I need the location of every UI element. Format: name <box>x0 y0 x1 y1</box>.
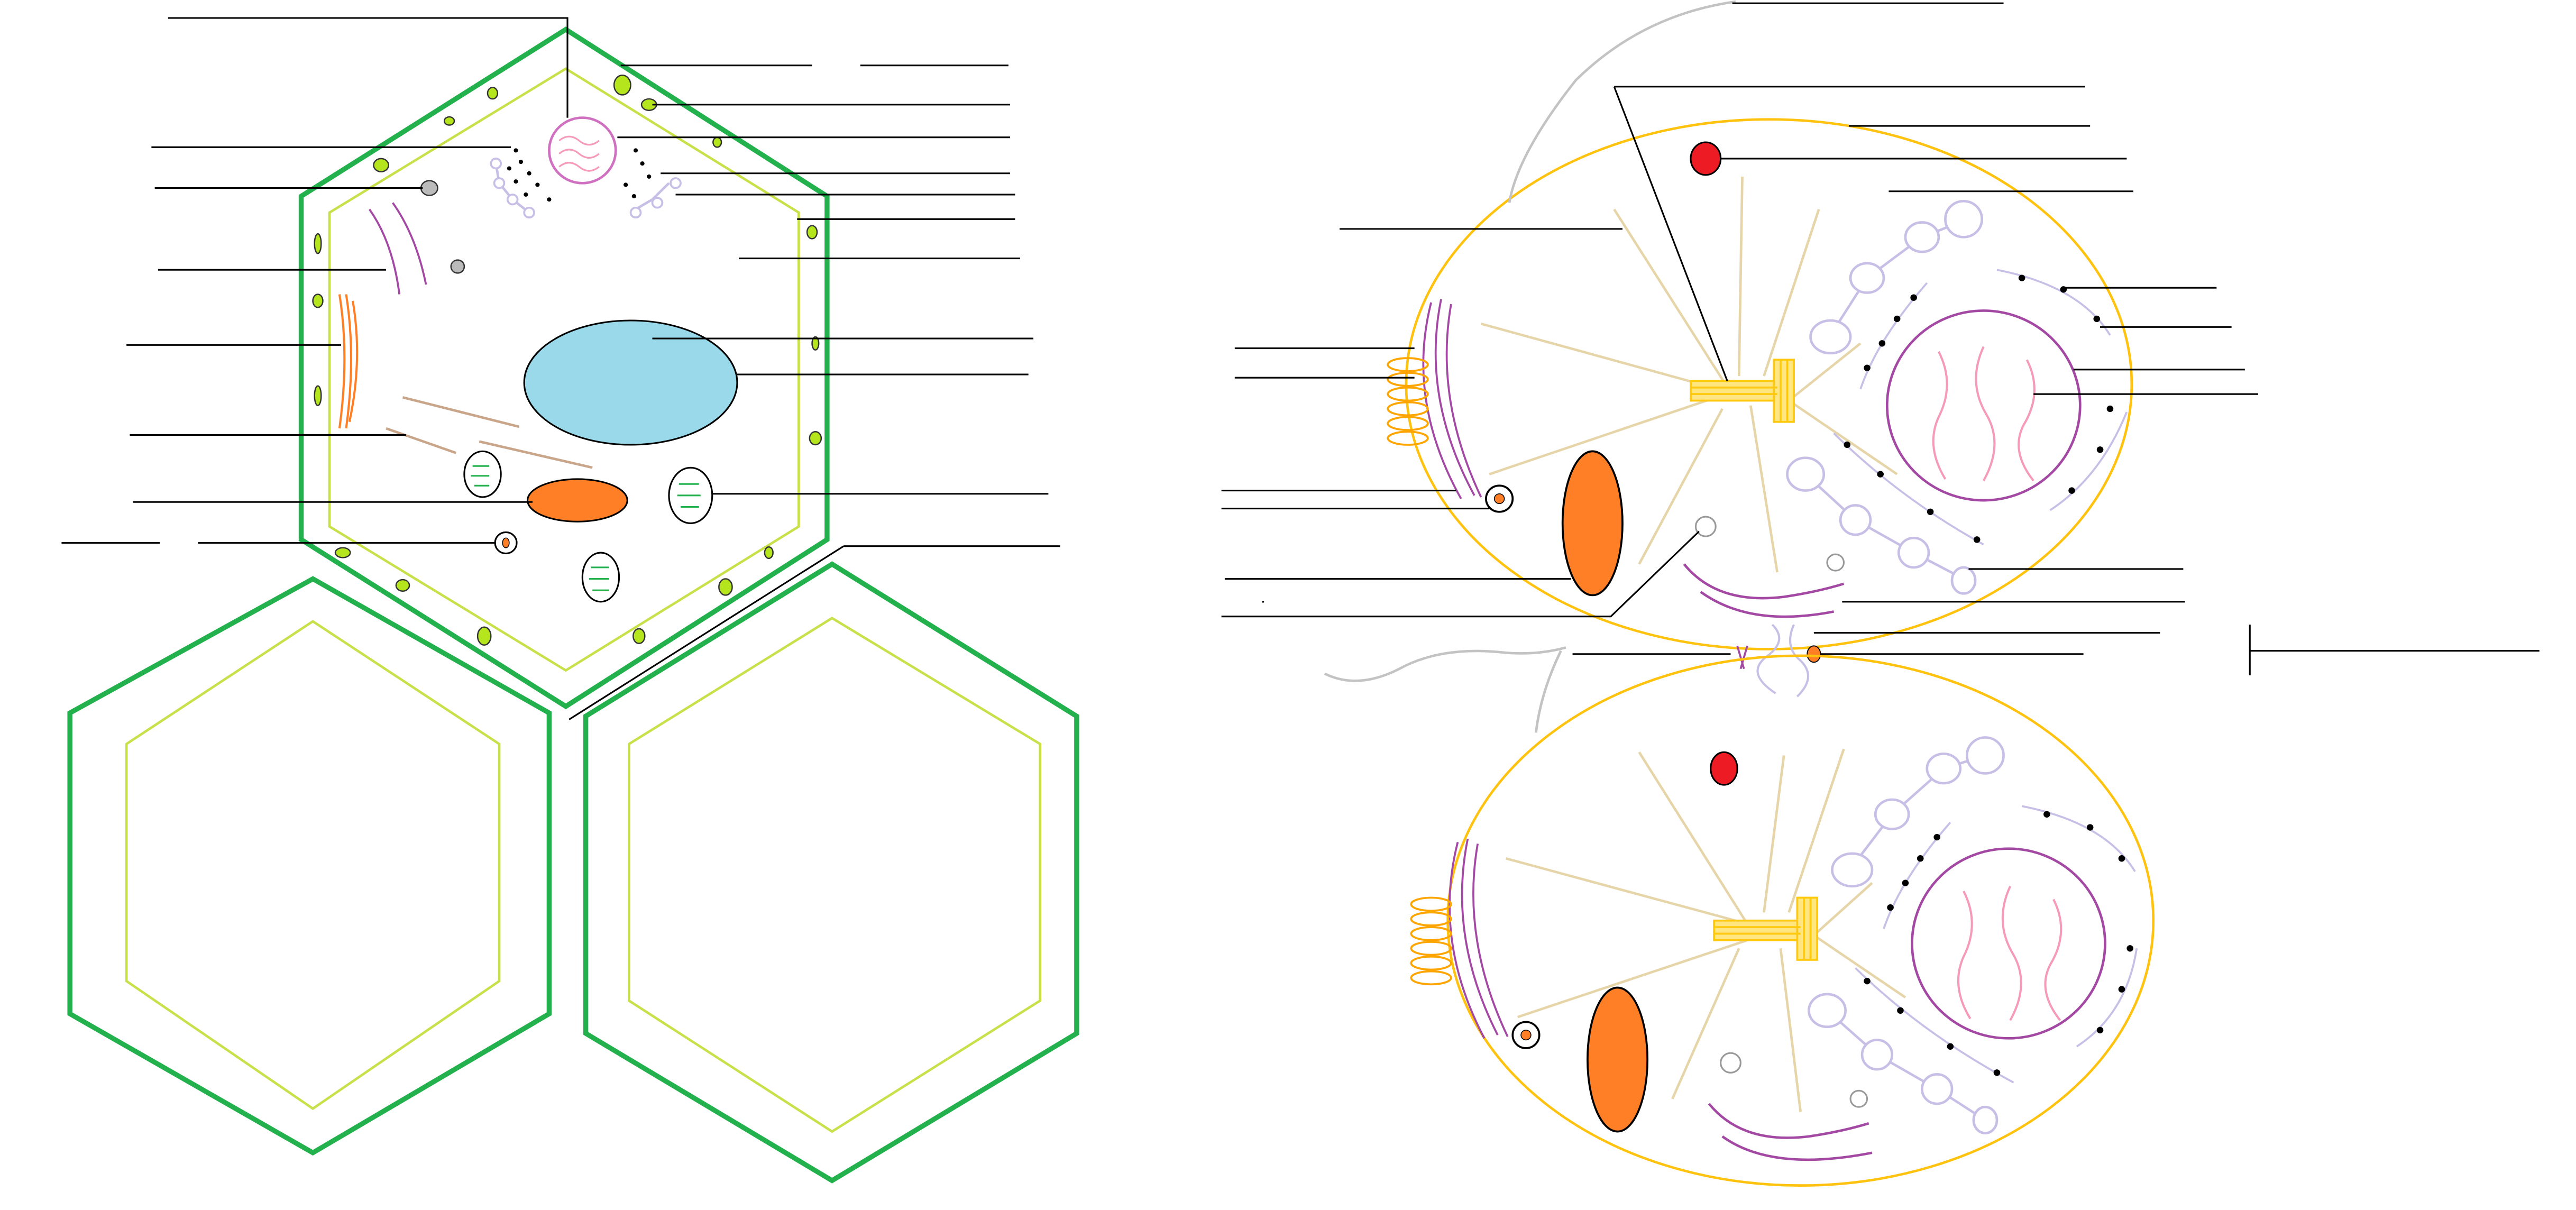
animal-vesicle-top <box>1826 553 1845 572</box>
plant-cell-membrane <box>328 67 800 672</box>
plant-vesicle <box>420 180 438 196</box>
animal-ribosomes-bottom <box>1864 811 2133 1076</box>
animal-cell-membrane-top <box>1405 118 2133 650</box>
animal-leader-lines <box>1221 2 2540 675</box>
plant-chloroplasts <box>312 74 822 646</box>
plant-microtubules <box>386 396 593 469</box>
animal-er-purple-bottom <box>1449 838 1509 1039</box>
plant-cell-membrane-lower-right <box>628 617 1042 1133</box>
animal-rough-er-top <box>1833 269 2128 546</box>
animal-chromatin-top <box>1932 346 2036 482</box>
animal-smooth-er-bottom <box>1708 1103 1873 1161</box>
plant-golgi-vesicles <box>490 158 682 219</box>
animal-golgi-top <box>1786 199 1984 595</box>
animal-cell-junction <box>1736 624 1821 698</box>
animal-centrosome-top <box>1690 359 1795 423</box>
plant-smooth-er <box>369 202 427 295</box>
plant-golgi <box>494 163 670 214</box>
plant-central-vacuole <box>523 319 738 446</box>
animal-chromatin-bottom <box>1957 885 2062 1021</box>
animal-mitochondrion-bottom <box>1587 986 1649 1133</box>
animal-peroxisome-core-top <box>1493 493 1505 505</box>
animal-mitochondrion-top <box>1561 450 1624 597</box>
plant-cell-group <box>61 17 1079 1184</box>
animal-smooth-er-top <box>1683 563 1845 618</box>
plant-cell-wall <box>298 26 830 710</box>
plant-chloroplast-large <box>463 450 502 498</box>
animal-microvilli-bottom <box>1410 896 1452 986</box>
plant-cell-wall-lower-left <box>67 576 552 1156</box>
animal-cell-outline-connector <box>1508 0 1736 203</box>
animal-lysosome-bottom <box>1710 751 1738 786</box>
plant-mitochondrion <box>526 478 628 522</box>
animal-dot-mark <box>1262 600 1264 603</box>
animal-cell-outline-connector <box>1324 646 1566 733</box>
plant-chromatin <box>558 135 600 172</box>
animal-vesicle-top <box>1694 516 1717 537</box>
animal-lysosome-top <box>1690 141 1722 176</box>
plant-vesicle <box>450 259 465 274</box>
animal-microvilli-top <box>1387 357 1429 446</box>
plant-cytoskeleton <box>338 294 359 429</box>
animal-spindle-bottom <box>1506 748 1906 1112</box>
animal-vesicle-bottom <box>1720 1052 1741 1074</box>
animal-ribosomes-top <box>1844 274 2114 543</box>
animal-nucleus-top <box>1885 309 2082 502</box>
plant-chloroplast-large <box>668 466 713 524</box>
animal-vesicle-bottom <box>1849 1089 1868 1108</box>
animal-spindle-top <box>1480 176 1898 573</box>
plant-peroxisome-core <box>502 537 510 548</box>
animal-er-purple-top <box>1422 299 1482 499</box>
plant-cell-wall-lower-right <box>583 561 1079 1184</box>
animal-golgi-bottom <box>1808 736 2005 1134</box>
plant-rough-er <box>507 148 652 202</box>
animal-cell-membrane-bottom <box>1446 654 2155 1187</box>
plant-chloroplast-large <box>581 552 620 603</box>
plant-leader-lines <box>61 17 1060 720</box>
animal-peroxisome-core-bottom <box>1520 1030 1532 1041</box>
animal-centrosome-bottom <box>1713 896 1819 961</box>
plant-nucleus <box>548 116 617 185</box>
plant-cell-membrane-lower-left <box>125 620 501 1111</box>
animal-cell-group <box>1221 0 2540 1187</box>
